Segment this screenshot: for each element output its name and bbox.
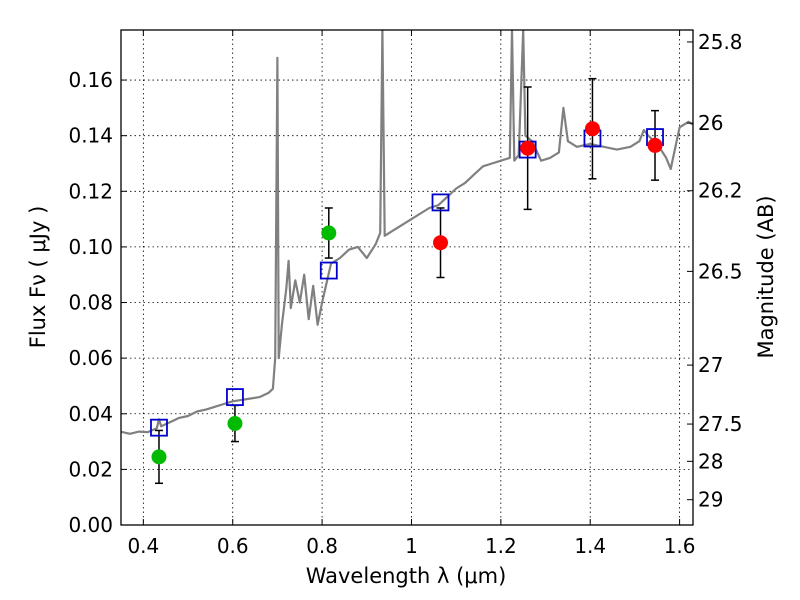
x-tick-label: 0.4: [127, 534, 159, 558]
x-axis-title: Wavelength λ (μm): [306, 564, 507, 588]
model-photometry-square: [226, 388, 244, 406]
observation-point: [151, 449, 167, 465]
y2-axis-title: Magnitude (AB): [754, 195, 778, 358]
y2-tick-label: 27.5: [698, 412, 743, 436]
observation-point: [647, 137, 663, 153]
x-tick-label: 1.6: [664, 534, 696, 558]
observation-layer: [151, 121, 663, 465]
grid: [121, 30, 693, 526]
y-tick-label: 0.04: [68, 402, 113, 426]
y2-tick-label: 29: [698, 488, 723, 512]
x-tick-label: 0.8: [306, 534, 338, 558]
y2-tick-label: 26.5: [698, 259, 743, 283]
spectrum-line: [121, 30, 693, 435]
observation-point: [584, 121, 600, 137]
y-tick-label: 0.06: [68, 346, 113, 370]
y-tick-label: 0.16: [68, 68, 113, 92]
y2-tick-label: 26.2: [698, 179, 743, 203]
y-tick-label: 0.00: [68, 513, 113, 537]
spectrum-layer: [121, 30, 693, 435]
x-tick-label: 0.6: [217, 534, 249, 558]
y2-tick-label: 27: [698, 353, 723, 377]
model-photometry-layer: [150, 128, 664, 437]
y-tick-label: 0.08: [68, 291, 113, 315]
observation-point: [520, 140, 536, 156]
y-tick-label: 0.10: [68, 235, 113, 259]
x-tick-label: 1.2: [485, 534, 517, 558]
model-photometry-square: [431, 193, 450, 212]
y-axis-title: Flux Fν ( μJy ): [26, 206, 50, 349]
y2-tick-label: 28: [698, 449, 723, 473]
observation-point: [321, 225, 337, 241]
y-tick-label: 0.02: [68, 457, 113, 481]
y-tick-label: 0.12: [68, 179, 113, 203]
tick-marks: [121, 30, 693, 526]
y2-tick-label: 25.8: [698, 30, 743, 54]
x-tick-label: 1: [405, 534, 418, 558]
x-tick-label: 1.4: [574, 534, 606, 558]
plot-frame: [120, 29, 694, 526]
observation-point: [227, 415, 243, 431]
y2-tick-label: 26: [698, 111, 723, 135]
tick-labels: 0.4 0.6 0.8 1 1.2 1.4 1.6 0.00 0.02 0.04 0.06 0.08 0…: [68, 30, 742, 558]
observation-point: [433, 235, 449, 251]
model-photometry-square: [319, 261, 338, 280]
y-tick-label: 0.14: [68, 124, 113, 148]
model-photometry-square: [150, 418, 168, 437]
